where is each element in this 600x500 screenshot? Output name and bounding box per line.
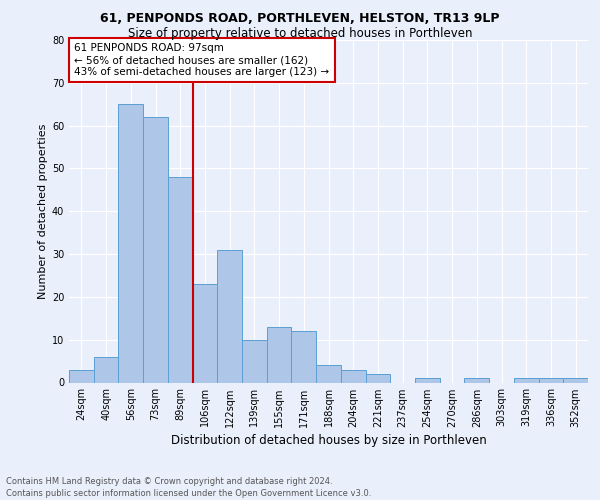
Bar [539,378,563,382]
Text: Contains public sector information licensed under the Open Government Licence v3: Contains public sector information licen… [6,488,371,498]
Bar [563,378,588,382]
Bar [242,340,267,382]
Bar [415,378,440,382]
Bar [217,250,242,382]
Text: Size of property relative to detached houses in Porthleven: Size of property relative to detached ho… [128,28,472,40]
Bar [341,370,365,382]
Bar [193,284,217,382]
Y-axis label: Number of detached properties: Number of detached properties [38,124,47,299]
Bar [168,177,193,382]
Bar [143,117,168,382]
Bar [365,374,390,382]
Bar [316,366,341,382]
Bar [267,327,292,382]
Text: 61 PENPONDS ROAD: 97sqm
← 56% of detached houses are smaller (162)
43% of semi-d: 61 PENPONDS ROAD: 97sqm ← 56% of detache… [74,44,329,76]
Bar [514,378,539,382]
Text: Contains HM Land Registry data © Crown copyright and database right 2024.: Contains HM Land Registry data © Crown c… [6,477,332,486]
Bar [464,378,489,382]
Bar [69,370,94,382]
Bar [94,357,118,382]
Bar [118,104,143,382]
Bar [292,331,316,382]
X-axis label: Distribution of detached houses by size in Porthleven: Distribution of detached houses by size … [170,434,487,446]
Text: 61, PENPONDS ROAD, PORTHLEVEN, HELSTON, TR13 9LP: 61, PENPONDS ROAD, PORTHLEVEN, HELSTON, … [100,12,500,26]
